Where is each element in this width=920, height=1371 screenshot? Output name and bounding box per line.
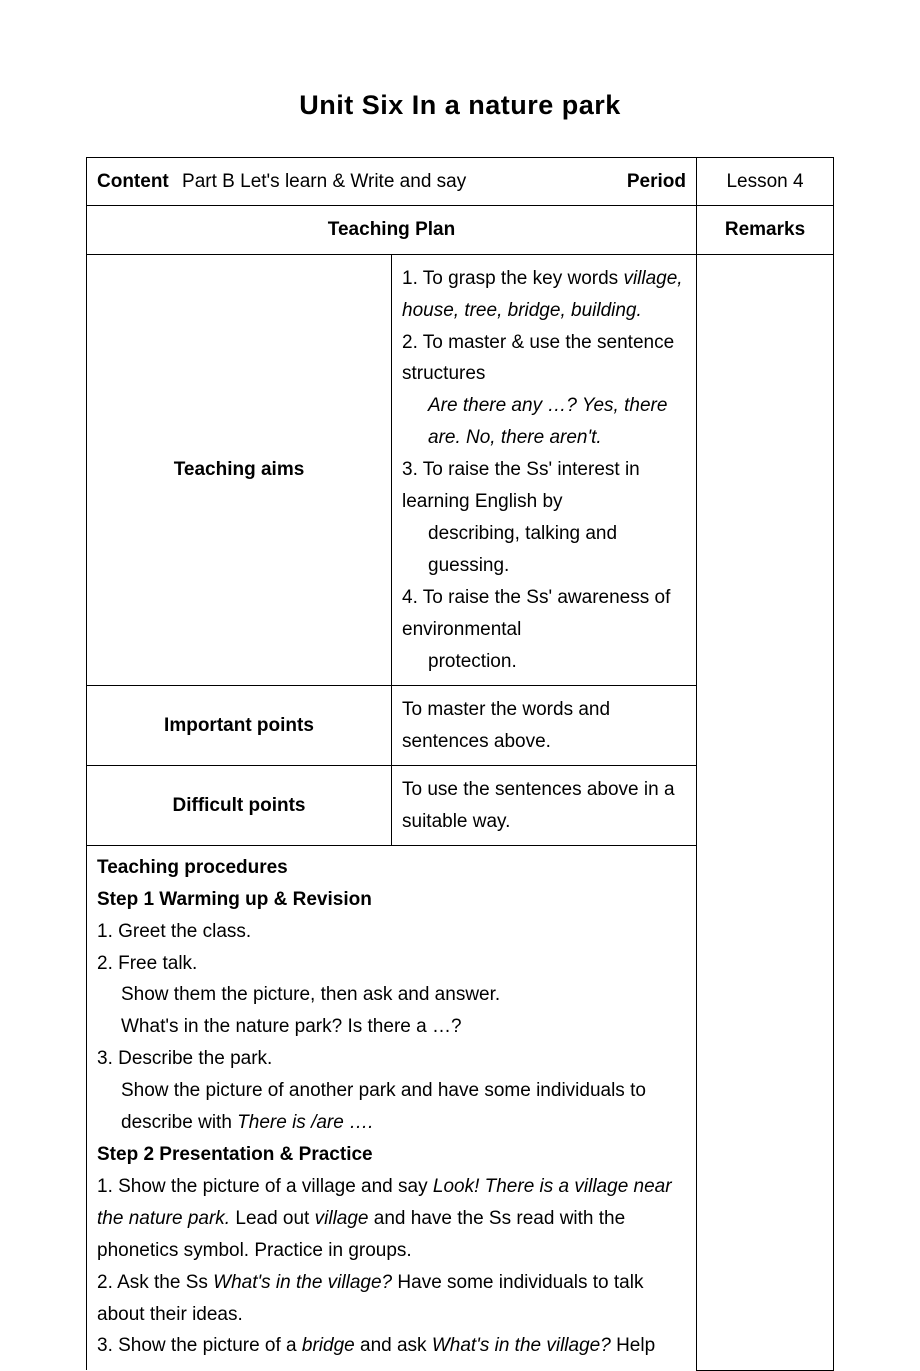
s1-2: 2. Free talk. [97,948,686,980]
aim-2b: Are there any …? Yes, there are. No, the… [402,390,686,454]
content-label: Content [97,171,169,192]
procedures-body: Teaching procedures Step 1 Warming up & … [87,845,697,1370]
s1-2b: What's in the nature park? Is there a …? [97,1011,686,1043]
difficult-points-body: To use the sentences above in a suitable… [392,766,697,846]
s1-1: 1. Greet the class. [97,916,686,948]
period-label: Period [627,166,686,197]
s1-2a: Show them the picture, then ask and answ… [97,979,686,1011]
page: Unit Six In a nature park Content Part B… [0,0,920,1277]
s1-3: 3. Describe the park. [97,1043,686,1075]
s2-1: 1. Show the picture of a village and say… [97,1171,686,1267]
s2-3: 3. Show the picture of a bridge and ask … [97,1330,686,1362]
s1-3a: Show the picture of another park and hav… [97,1075,686,1139]
teaching-aims-body: 1. To grasp the key words village, house… [392,254,697,686]
remarks-column [697,254,834,1370]
teaching-aims-row: Teaching aims 1. To grasp the key words … [87,254,834,686]
step1-title: Step 1 Warming up & Revision [97,884,686,916]
remarks-title: Remarks [697,206,834,254]
aim-3: 3. To raise the Ss' interest in learning… [402,454,686,518]
content-cell: Content Part B Let's learn & Write and s… [87,158,697,206]
teaching-plan-title: Teaching Plan [87,206,697,254]
lesson-plan-table: Content Part B Let's learn & Write and s… [86,157,834,1371]
aim-2a: 2. To master & use the sentence structur… [402,327,686,391]
period-value-cell: Lesson 4 [697,158,834,206]
period-value: Lesson 4 [726,171,803,192]
header-row: Content Part B Let's learn & Write and s… [87,158,834,206]
difficult-points-label: Difficult points [87,766,392,846]
procedures-heading: Teaching procedures [97,852,686,884]
teaching-aims-label: Teaching aims [87,254,392,686]
step2-title: Step 2 Presentation & Practice [97,1139,686,1171]
section-title-row: Teaching Plan Remarks [87,206,834,254]
aim-4: 4. To raise the Ss' awareness of environ… [402,582,686,646]
aim-4b: protection. [402,646,686,678]
aim-3b: describing, talking and guessing. [402,518,686,582]
document-title: Unit Six In a nature park [86,90,834,121]
aim-1: 1. To grasp the key words village, house… [402,263,686,327]
content-value: Part B Let's learn & Write and say [182,171,466,192]
important-points-label: Important points [87,686,392,766]
s2-2: 2. Ask the Ss What's in the village? Hav… [97,1267,686,1331]
important-points-body: To master the words and sentences above. [392,686,697,766]
